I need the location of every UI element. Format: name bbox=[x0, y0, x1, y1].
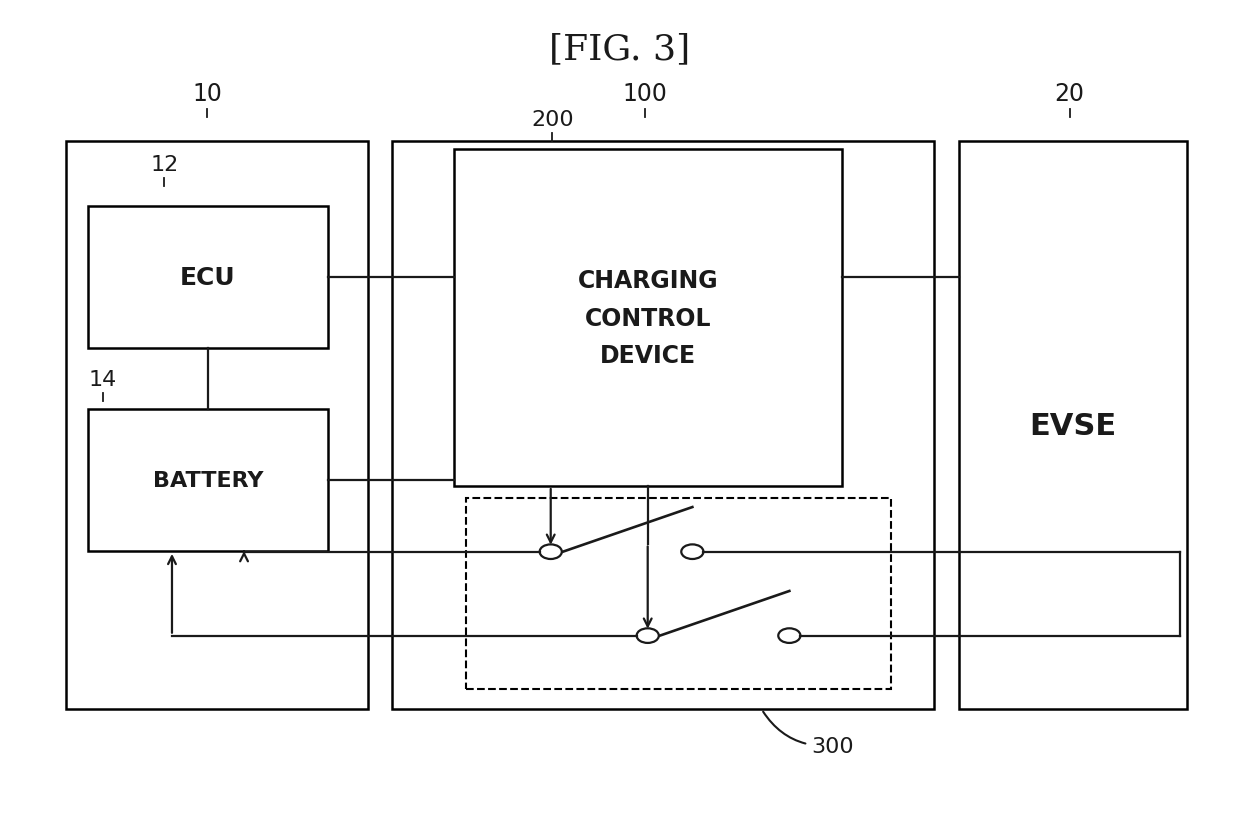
Text: 200: 200 bbox=[531, 110, 574, 130]
Text: 100: 100 bbox=[622, 82, 667, 106]
Text: EVSE: EVSE bbox=[1029, 411, 1116, 440]
Bar bbox=[466, 499, 892, 689]
Text: BATTERY: BATTERY bbox=[153, 470, 263, 491]
Bar bbox=[88, 207, 329, 349]
Text: 300: 300 bbox=[763, 712, 853, 756]
Bar bbox=[88, 410, 329, 551]
Bar bbox=[454, 150, 842, 486]
Text: 12: 12 bbox=[150, 155, 179, 174]
Text: 10: 10 bbox=[192, 82, 222, 106]
Text: ECU: ECU bbox=[180, 266, 236, 290]
Bar bbox=[66, 142, 367, 709]
Bar bbox=[392, 142, 934, 709]
Bar bbox=[959, 142, 1187, 709]
Text: 14: 14 bbox=[88, 369, 117, 389]
Text: [FIG. 3]: [FIG. 3] bbox=[549, 32, 691, 66]
Text: 20: 20 bbox=[1054, 82, 1085, 106]
Text: CHARGING
CONTROL
DEVICE: CHARGING CONTROL DEVICE bbox=[578, 269, 718, 368]
